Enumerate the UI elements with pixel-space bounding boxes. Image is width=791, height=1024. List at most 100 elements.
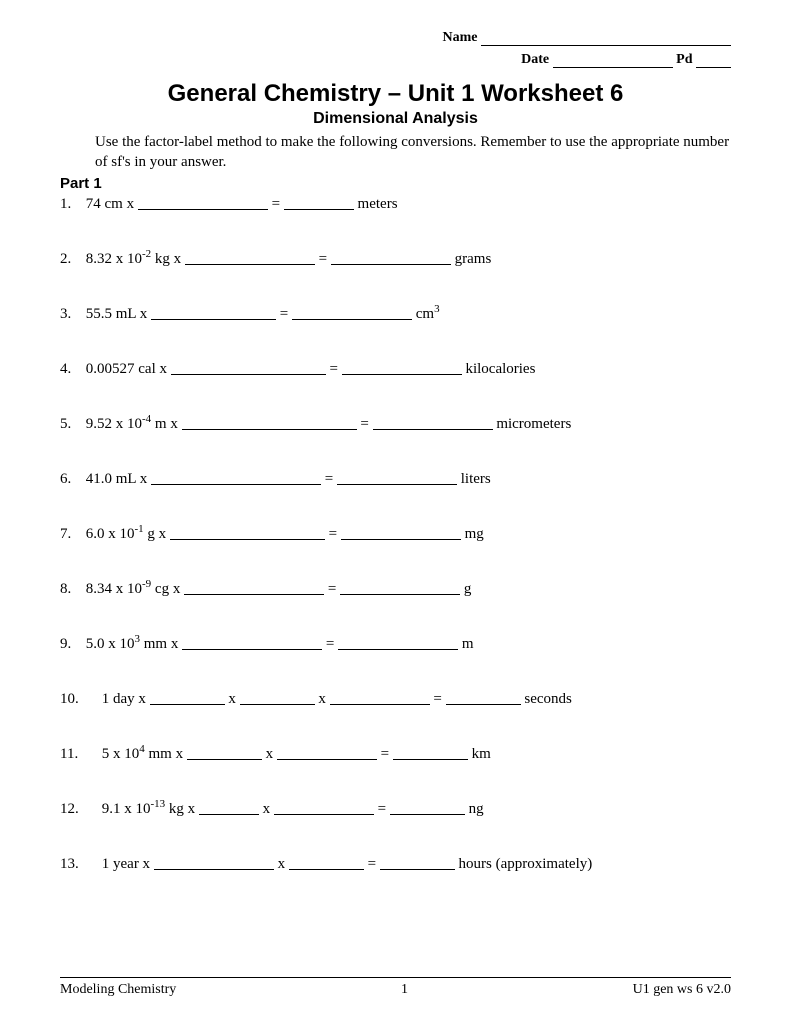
unit-label: liters xyxy=(461,471,491,487)
unit-label: seconds xyxy=(524,691,572,707)
name-label: Name xyxy=(443,30,478,45)
answer-blank[interactable] xyxy=(184,581,324,595)
problem-number: 12. xyxy=(60,801,98,818)
answer-blank[interactable] xyxy=(150,691,225,705)
operator: x xyxy=(228,691,236,707)
problem-number: 7. xyxy=(60,526,82,543)
pd-label: Pd xyxy=(676,52,692,67)
answer-blank[interactable] xyxy=(171,361,326,375)
problem-lead2: g x xyxy=(144,526,167,542)
unit-label: mg xyxy=(465,526,484,542)
problem-lead: 0.00527 cal x xyxy=(86,361,167,377)
problem-row: 2. 8.32 x 10-2 kg x = grams xyxy=(60,249,731,268)
answer-blank[interactable] xyxy=(373,416,493,430)
problem-lead: 9.1 x 10 xyxy=(102,801,151,817)
part-label: Part 1 xyxy=(60,175,731,192)
equals: = xyxy=(328,581,336,597)
problem-lead: 1 day x xyxy=(102,691,146,707)
problem-lead2: mm x xyxy=(140,636,178,652)
equals: = xyxy=(319,251,327,267)
page-subtitle: Dimensional Analysis xyxy=(60,110,731,128)
answer-blank[interactable] xyxy=(277,746,377,760)
problem-lead: 8.32 x 10 xyxy=(86,251,142,267)
unit-label: hours (approximately) xyxy=(459,856,593,872)
problem-number: 11. xyxy=(60,746,98,763)
unit-label: ng xyxy=(469,801,484,817)
answer-blank[interactable] xyxy=(154,856,274,870)
answer-blank[interactable] xyxy=(182,416,357,430)
answer-blank[interactable] xyxy=(151,471,321,485)
answer-blank[interactable] xyxy=(340,581,460,595)
answer-blank[interactable] xyxy=(284,196,354,210)
answer-blank[interactable] xyxy=(151,306,276,320)
problem-lead: 1 year x xyxy=(102,856,150,872)
answer-blank[interactable] xyxy=(199,801,259,815)
problem-row: 13. 1 year x x = hours (approximately) xyxy=(60,854,731,873)
answer-blank[interactable] xyxy=(446,691,521,705)
operator: = xyxy=(433,691,441,707)
problem-lead2: kg x xyxy=(165,801,195,817)
exponent: -1 xyxy=(135,523,144,535)
answer-blank[interactable] xyxy=(185,251,315,265)
problem-lead2: kg x xyxy=(151,251,181,267)
problem-number: 9. xyxy=(60,636,82,653)
answer-blank[interactable] xyxy=(274,801,374,815)
answer-blank[interactable] xyxy=(341,526,461,540)
answer-blank[interactable] xyxy=(170,526,325,540)
exponent: -2 xyxy=(142,248,151,260)
problem-row: 6. 41.0 mL x = liters xyxy=(60,469,731,488)
answer-blank[interactable] xyxy=(187,746,262,760)
unit-label: km xyxy=(472,746,491,762)
unit-exponent: 3 xyxy=(434,303,440,315)
problem-number: 8. xyxy=(60,581,82,598)
answer-blank[interactable] xyxy=(380,856,455,870)
exponent: -4 xyxy=(142,413,151,425)
instructions: Use the factor-label method to make the … xyxy=(95,132,731,173)
problem-number: 13. xyxy=(60,856,98,873)
equals: = xyxy=(325,471,333,487)
equals: = xyxy=(326,636,334,652)
answer-blank[interactable] xyxy=(138,196,268,210)
problem-lead: 6.0 x 10 xyxy=(86,526,135,542)
problem-lead: 5 x 10 xyxy=(102,746,140,762)
answer-blank[interactable] xyxy=(182,636,322,650)
answer-blank[interactable] xyxy=(289,856,364,870)
answer-blank[interactable] xyxy=(390,801,465,815)
answer-blank[interactable] xyxy=(330,691,430,705)
problem-lead2: mm x xyxy=(145,746,183,762)
exponent: -9 xyxy=(142,578,151,590)
name-blank[interactable] xyxy=(481,32,731,46)
answer-blank[interactable] xyxy=(342,361,462,375)
unit-label: cm xyxy=(416,306,434,322)
header-fields: Name Date Pd xyxy=(60,30,731,68)
footer: Modeling Chemistry 1 U1 gen ws 6 v2.0 xyxy=(60,977,731,998)
footer-center: 1 xyxy=(401,982,408,998)
unit-label: g xyxy=(464,581,472,597)
date-blank[interactable] xyxy=(553,54,673,68)
unit-label: micrometers xyxy=(496,416,571,432)
operator: x xyxy=(278,856,286,872)
equals: = xyxy=(360,416,368,432)
exponent: -13 xyxy=(151,798,166,810)
problem-number: 4. xyxy=(60,361,82,378)
answer-blank[interactable] xyxy=(240,691,315,705)
problem-lead2: m x xyxy=(151,416,178,432)
page-title: General Chemistry – Unit 1 Worksheet 6 xyxy=(60,80,731,108)
answer-blank[interactable] xyxy=(337,471,457,485)
problem-number: 10. xyxy=(60,691,98,708)
problem-row: 5. 9.52 x 10-4 m x = micrometers xyxy=(60,414,731,433)
answer-blank[interactable] xyxy=(292,306,412,320)
problem-row: 7. 6.0 x 10-1 g x = mg xyxy=(60,524,731,543)
operator: = xyxy=(378,801,386,817)
footer-right: U1 gen ws 6 v2.0 xyxy=(633,982,731,998)
problem-number: 6. xyxy=(60,471,82,488)
answer-blank[interactable] xyxy=(331,251,451,265)
answer-blank[interactable] xyxy=(393,746,468,760)
operator: = xyxy=(368,856,376,872)
problem-row: 9. 5.0 x 103 mm x = m xyxy=(60,634,731,653)
answer-blank[interactable] xyxy=(338,636,458,650)
pd-blank[interactable] xyxy=(696,54,731,68)
problem-row: 3. 55.5 mL x = cm3 xyxy=(60,304,731,323)
date-label: Date xyxy=(521,52,549,67)
problem-row: 8. 8.34 x 10-9 cg x = g xyxy=(60,579,731,598)
